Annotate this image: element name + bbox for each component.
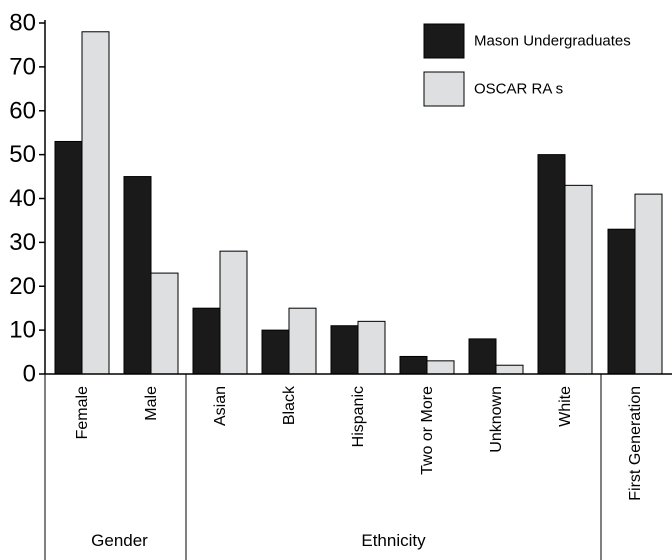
y-tick-label-0: 0 — [23, 361, 36, 388]
bar-mason-undergraduates-first-generation — [607, 228, 636, 375]
bar-oscar-ra-s-asian — [219, 250, 248, 375]
bar-oscar-ra-s-white — [564, 184, 593, 375]
bar-mason-undergraduates-white — [537, 154, 566, 375]
y-tick-label-50: 50 — [9, 141, 36, 168]
x-tick-label-first-generation: First Generation — [627, 386, 644, 501]
labels-layer: 0 10 20 30 40 50 60 70 80 Female Male Asian Black His… — [9, 10, 644, 551]
legend-swatch-mason-undergraduates — [423, 23, 465, 59]
legend-label-mason-undergraduates: Mason Undergraduates — [474, 33, 631, 50]
group-label-ethnicity: Ethnicity — [361, 531, 426, 550]
bar-oscar-ra-s-two-or-more — [426, 360, 455, 375]
bar-oscar-ra-s-first-generation — [634, 193, 663, 375]
x-tick-label-female: Female — [74, 386, 91, 439]
x-tick-label-black: Black — [281, 385, 298, 425]
bar-mason-undergraduates-asian — [192, 307, 221, 375]
group-label-gender: Gender — [91, 531, 148, 550]
bar-mason-undergraduates-hispanic — [330, 325, 359, 375]
bar-mason-undergraduates-two-or-more — [399, 355, 428, 375]
x-tick-label-unknown: Unknown — [488, 386, 505, 453]
y-tick-label-30: 30 — [9, 229, 36, 256]
bar-mason-undergraduates-male — [123, 176, 152, 375]
bars-layer — [54, 31, 663, 375]
y-tick-label-60: 60 — [9, 97, 36, 124]
bar-mason-undergraduates-female — [54, 140, 83, 375]
legend: Mason Undergraduates OSCAR RA s — [423, 23, 631, 107]
y-tick-label-70: 70 — [9, 53, 36, 80]
x-tick-label-hispanic: Hispanic — [350, 386, 367, 447]
bar-oscar-ra-s-hispanic — [357, 320, 386, 375]
x-tick-label-male: Male — [143, 386, 160, 421]
y-tick-label-40: 40 — [9, 185, 36, 212]
x-tick-label-asian: Asian — [212, 386, 229, 426]
legend-label-oscar-ra-s: OSCAR RA s — [474, 81, 563, 98]
legend-swatch-oscar-ra-s — [423, 71, 465, 107]
x-tick-label-two-or-more: Two or More — [419, 386, 436, 475]
y-tick-label-80: 80 — [9, 10, 36, 37]
bar-mason-undergraduates-unknown — [468, 338, 497, 375]
x-tick-label-white: White — [557, 386, 574, 427]
y-tick-label-20: 20 — [9, 273, 36, 300]
bar-oscar-ra-s-female — [81, 31, 110, 375]
bar-mason-undergraduates-black — [261, 329, 290, 375]
bar-oscar-ra-s-male — [150, 272, 179, 375]
y-tick-label-10: 10 — [9, 317, 36, 344]
bar-oscar-ra-s-black — [288, 307, 317, 375]
axes-layer — [39, 20, 672, 560]
bar-oscar-ra-s-unknown — [495, 364, 524, 375]
